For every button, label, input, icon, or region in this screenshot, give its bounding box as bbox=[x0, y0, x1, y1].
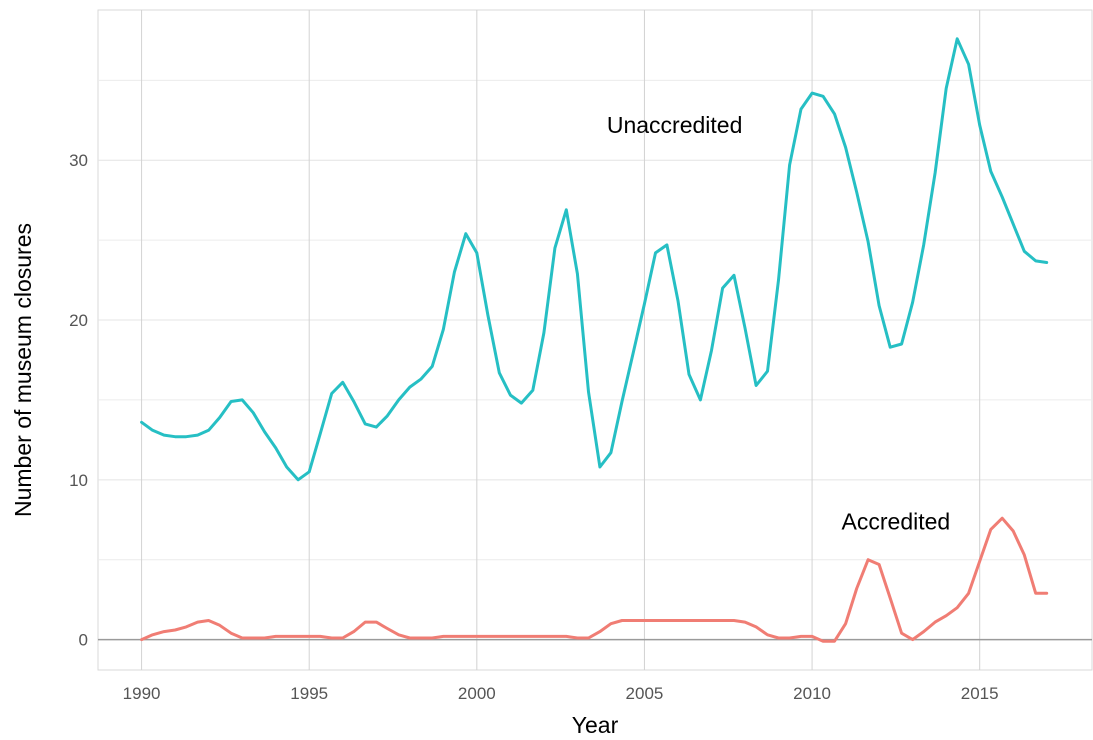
minor-gridlines bbox=[98, 79, 1092, 561]
y-tick-label: 10 bbox=[69, 471, 88, 490]
series-label-accredited: Accredited bbox=[842, 508, 951, 534]
y-axis-tick-labels: 0 10 20 30 bbox=[69, 151, 88, 649]
series-lines: Accredited Unaccredited bbox=[140, 37, 1049, 643]
y-tick-label: 30 bbox=[69, 151, 88, 170]
x-axis-title: Year bbox=[572, 712, 619, 738]
x-axis-tick-labels: 1990 1995 2000 2005 2010 2015 bbox=[123, 684, 999, 703]
y-axis-title: Number of museum closures bbox=[10, 223, 36, 517]
x-tick-label: 2015 bbox=[961, 684, 999, 703]
x-tick-label: 1990 bbox=[123, 684, 161, 703]
series-line-accredited bbox=[140, 516, 1049, 643]
series-line-unaccredited bbox=[140, 37, 1049, 482]
x-tick-label: 2010 bbox=[793, 684, 831, 703]
y-tick-label: 20 bbox=[69, 311, 88, 330]
y-tick-label: 0 bbox=[79, 631, 88, 650]
x-tick-label: 2000 bbox=[458, 684, 496, 703]
series-label-unaccredited: Unaccredited bbox=[607, 112, 743, 138]
x-tick-label: 1995 bbox=[290, 684, 328, 703]
plot-panel-border bbox=[97, 9, 1093, 671]
x-tick-label: 2005 bbox=[626, 684, 664, 703]
